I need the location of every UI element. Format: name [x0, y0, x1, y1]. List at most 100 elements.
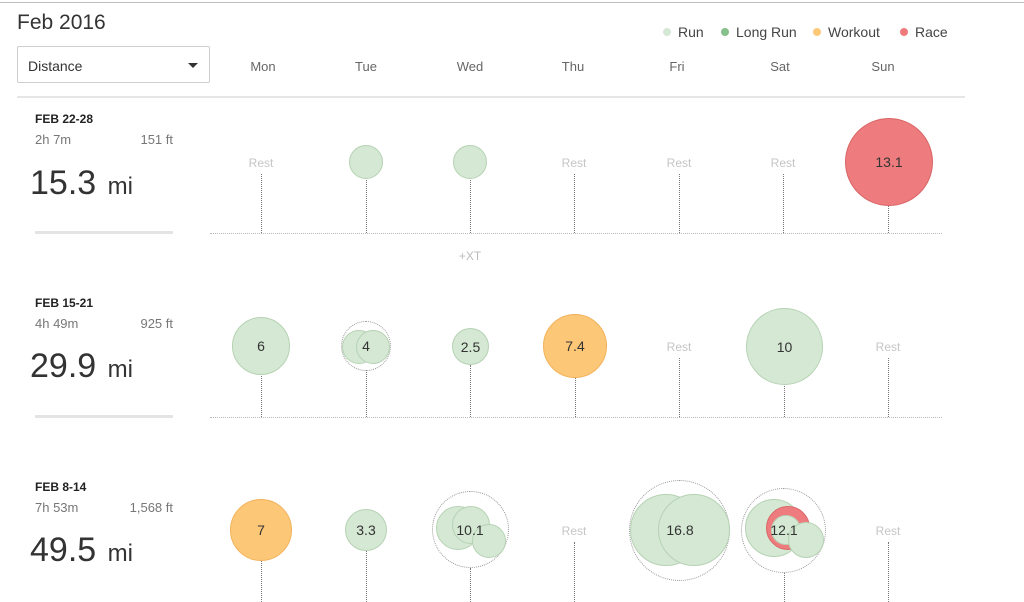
day-stem	[574, 542, 575, 602]
week-distance-value: 29.9	[30, 347, 97, 385]
rest-label: Rest	[248, 156, 274, 170]
legend-label: Run	[678, 24, 704, 40]
race-dot-icon	[900, 28, 908, 36]
week-baseline	[210, 233, 942, 234]
chevron-down-icon	[188, 63, 198, 68]
multi-run-ring	[741, 488, 826, 573]
day-header-sun: Sun	[871, 59, 895, 74]
day-stem	[888, 542, 889, 602]
window-top-border	[0, 2, 1024, 3]
week-elevation: 925 ft	[140, 316, 173, 331]
day-header-wed: Wed	[456, 59, 484, 74]
day-stem	[366, 370, 367, 417]
rest-label: Rest	[875, 340, 901, 354]
workout-dot-icon	[813, 28, 821, 36]
run-bubble-tue[interactable]: 3.3	[345, 509, 387, 551]
week-range: FEB 8-14	[35, 480, 87, 494]
day-stem	[261, 374, 262, 417]
bubble-value: 7.4	[565, 338, 585, 354]
day-stem	[679, 358, 680, 417]
week-time: 4h 49m	[35, 316, 79, 331]
legend-workout: Workout	[813, 23, 880, 41]
run-bubble-tue[interactable]	[349, 145, 383, 179]
week-baseline	[210, 417, 942, 418]
metric-dropdown-value: Distance	[28, 58, 83, 74]
day-header-thu: Thu	[561, 59, 585, 74]
workout-bubble-thu[interactable]: 7.4	[543, 314, 607, 378]
week-distance-value: 15.3	[30, 164, 97, 202]
rest-label: Rest	[561, 524, 587, 538]
bubble-value: 10	[776, 338, 793, 355]
week-distance: 49.5 mi	[30, 531, 133, 570]
run-bubble-wed[interactable]: 2.5	[452, 328, 489, 365]
run-bubble-mon[interactable]: 6	[232, 317, 290, 375]
run-bubble-part[interactable]	[472, 524, 506, 558]
week-range: FEB 15-21	[35, 296, 94, 310]
day-stem	[783, 174, 784, 233]
bubble-value: 2.5	[460, 338, 481, 355]
day-header-fri: Fri	[669, 59, 685, 74]
week-time: 7h 53m	[35, 500, 79, 515]
rest-label: Rest	[561, 156, 587, 170]
cross-training-note: +XT	[458, 249, 482, 263]
long-run-dot-icon	[721, 28, 729, 36]
week-elevation: 1,568 ft	[129, 500, 173, 515]
day-header-sat: Sat	[770, 59, 790, 74]
run-bubble-part[interactable]	[658, 494, 730, 566]
bubble-value: 4	[362, 338, 370, 354]
week-distance: 29.9 mi	[30, 347, 133, 386]
week-progress-bar	[35, 231, 173, 234]
day-stem	[784, 384, 785, 417]
race-bubble-sun[interactable]: 13.1	[845, 118, 933, 206]
week-distance-unit: mi	[107, 540, 133, 567]
day-stem	[366, 551, 367, 602]
day-stem	[679, 174, 680, 233]
run-bubble-wed[interactable]	[453, 145, 487, 179]
run-bubble-part[interactable]	[788, 522, 824, 558]
day-stem	[574, 174, 575, 233]
legend-label: Race	[915, 24, 948, 40]
day-stem	[470, 365, 471, 417]
legend-run: Run	[663, 23, 704, 41]
rest-label: Rest	[875, 524, 901, 538]
day-stem	[261, 174, 262, 233]
run-bubble-sat[interactable]: 10	[746, 308, 823, 385]
week-distance-unit: mi	[107, 173, 133, 200]
legend-label: Workout	[828, 24, 880, 40]
page-title: Feb 2016	[17, 11, 106, 34]
rest-label: Rest	[666, 340, 692, 354]
day-header-tue: Tue	[355, 59, 377, 74]
day-header-mon: Mon	[250, 59, 276, 74]
week-time: 2h 7m	[35, 132, 72, 147]
bubble-value: 7	[257, 522, 265, 538]
run-bubble-part[interactable]	[356, 330, 390, 364]
run-dot-icon	[663, 28, 671, 36]
workout-bubble-mon[interactable]: 7	[230, 499, 292, 561]
day-stem	[784, 573, 785, 602]
legend-label: Long Run	[736, 24, 797, 40]
day-stem	[888, 205, 889, 233]
bubble-value: 3.3	[356, 522, 376, 538]
day-stem	[261, 560, 262, 602]
week-distance: 15.3 mi	[30, 164, 133, 203]
bubble-value: 12.1	[770, 522, 798, 538]
header-divider	[17, 96, 965, 98]
week-distance-value: 49.5	[30, 531, 97, 569]
day-stem	[470, 568, 471, 602]
week-distance-unit: mi	[107, 356, 133, 383]
week-progress-bar	[35, 415, 173, 418]
day-stem	[888, 358, 889, 417]
bubble-value: 16.8	[666, 522, 694, 538]
bubble-value: 10.1	[456, 522, 484, 538]
week-elevation: 151 ft	[140, 132, 173, 147]
rest-label: Rest	[666, 156, 692, 170]
day-stem	[575, 378, 576, 417]
multi-run-ring	[341, 321, 391, 371]
metric-dropdown[interactable]: Distance	[17, 46, 210, 83]
legend-race: Race	[900, 23, 948, 41]
bubble-value: 13.1	[875, 154, 903, 170]
week-range: FEB 22-28	[35, 112, 94, 126]
day-stem	[470, 178, 471, 233]
legend-long-run: Long Run	[721, 23, 797, 41]
rest-label: Rest	[770, 156, 796, 170]
